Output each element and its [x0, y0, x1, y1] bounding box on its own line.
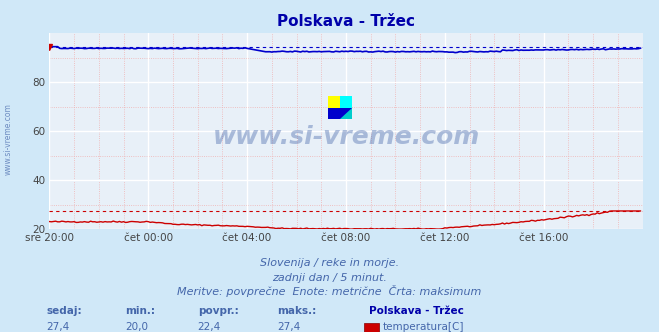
Text: Polskava - Tržec: Polskava - Tržec — [369, 306, 464, 316]
Text: 20,0: 20,0 — [125, 322, 148, 332]
Bar — [340, 96, 352, 108]
Bar — [328, 108, 352, 120]
Text: Slovenija / reke in morje.: Slovenija / reke in morje. — [260, 258, 399, 268]
Text: zadnji dan / 5 minut.: zadnji dan / 5 minut. — [272, 273, 387, 283]
Text: maks.:: maks.: — [277, 306, 316, 316]
Text: sedaj:: sedaj: — [46, 306, 82, 316]
Text: Meritve: povprečne  Enote: metrične  Črta: maksimum: Meritve: povprečne Enote: metrične Črta:… — [177, 286, 482, 297]
Title: Polskava - Tržec: Polskava - Tržec — [277, 14, 415, 29]
Text: www.si-vreme.com: www.si-vreme.com — [212, 125, 480, 149]
Text: 27,4: 27,4 — [277, 322, 300, 332]
Text: 22,4: 22,4 — [198, 322, 221, 332]
Text: povpr.:: povpr.: — [198, 306, 239, 316]
Text: temperatura[C]: temperatura[C] — [382, 322, 464, 332]
Polygon shape — [340, 108, 352, 120]
Text: 27,4: 27,4 — [46, 322, 69, 332]
Bar — [328, 96, 340, 108]
Text: www.si-vreme.com: www.si-vreme.com — [4, 104, 13, 175]
Text: min.:: min.: — [125, 306, 156, 316]
